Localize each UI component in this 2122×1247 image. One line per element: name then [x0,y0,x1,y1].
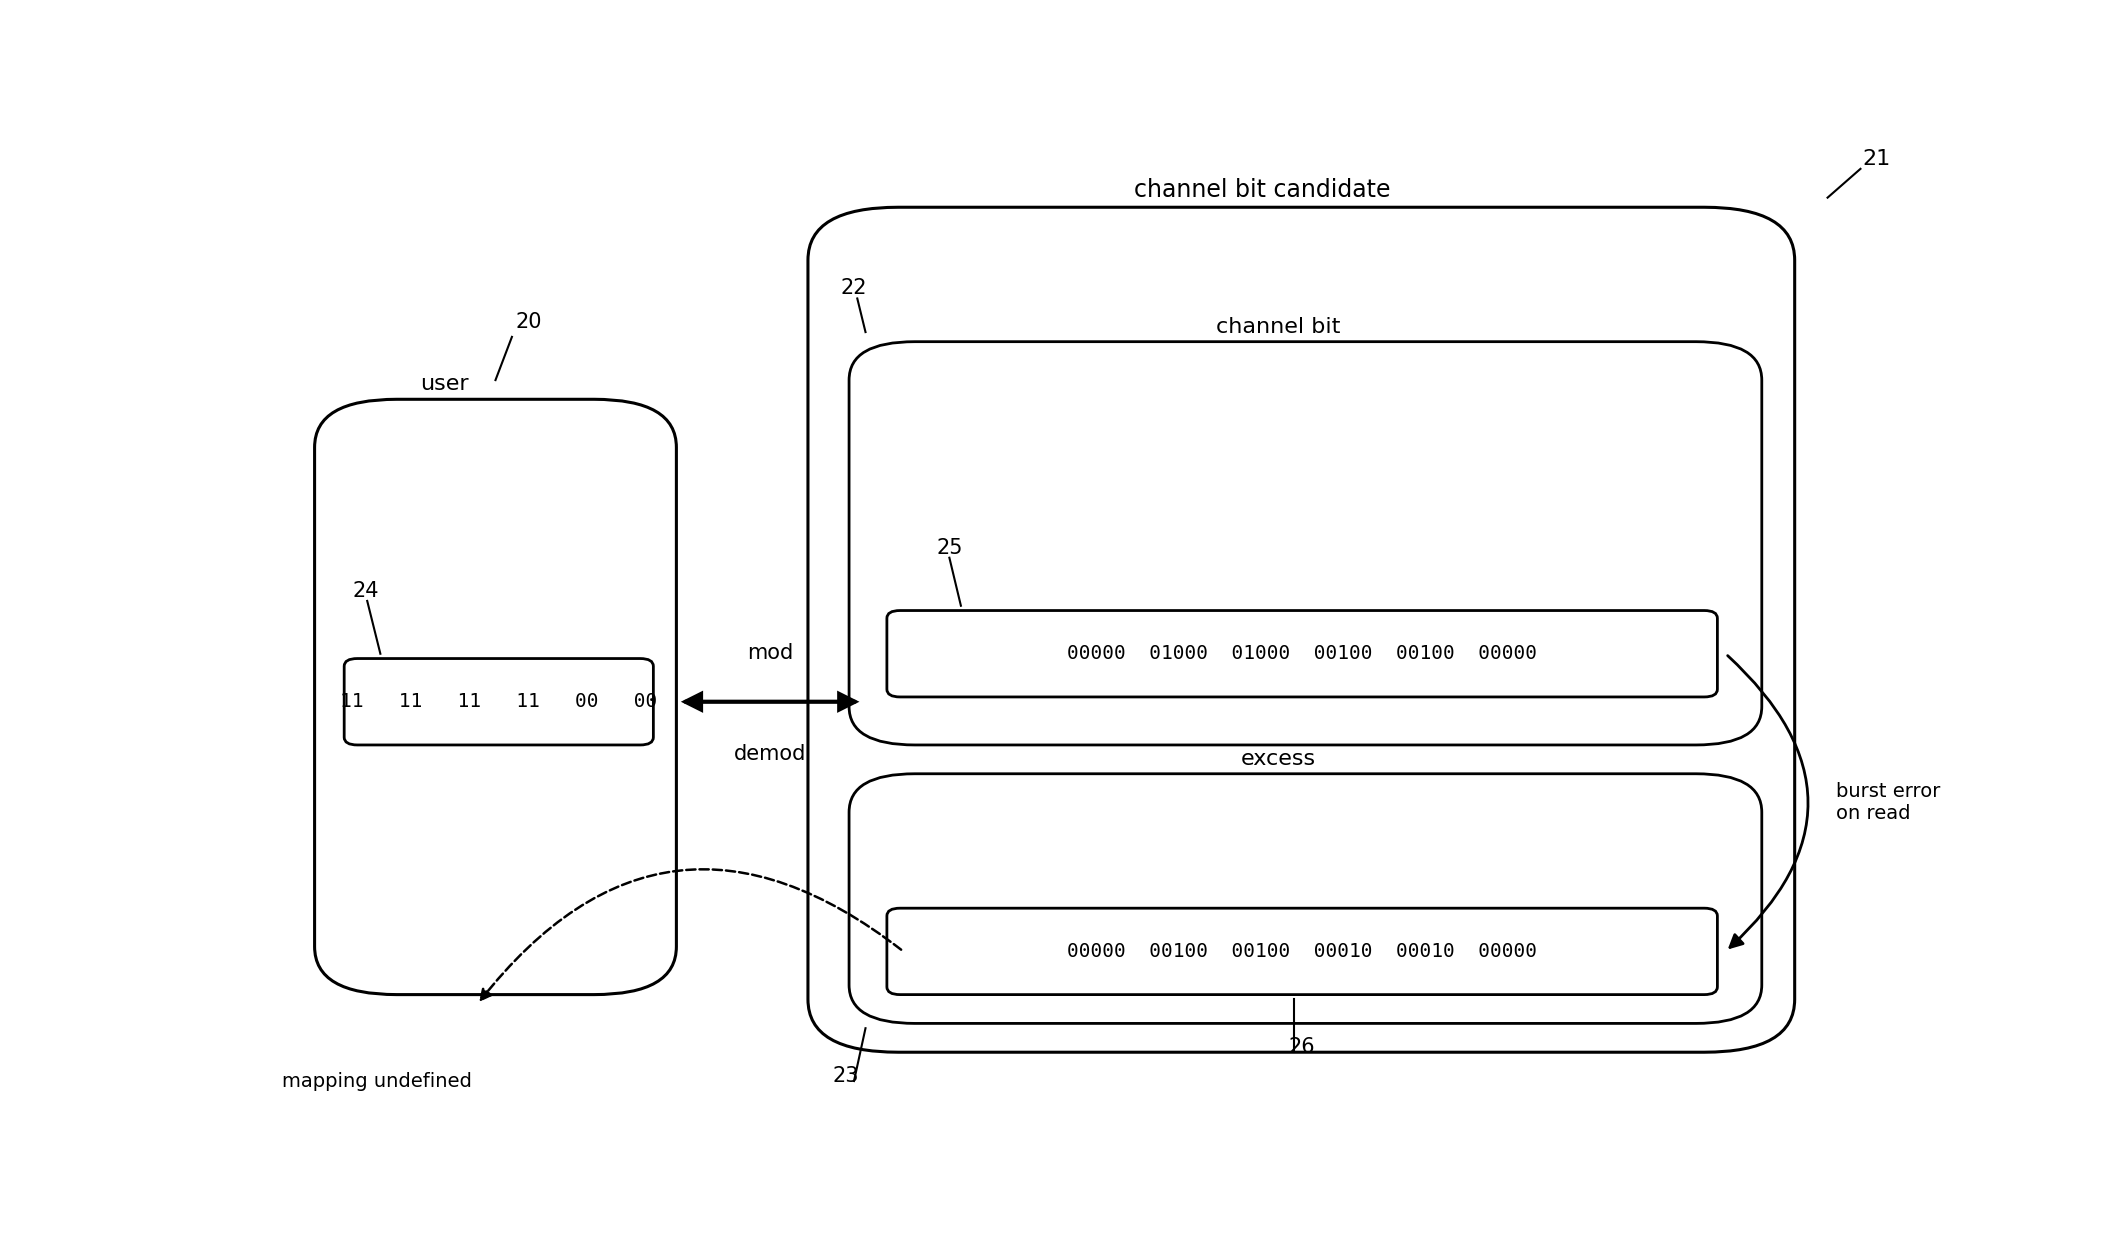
Text: 23: 23 [832,1066,859,1086]
Text: 25: 25 [936,537,963,557]
Text: user: user [420,374,469,394]
Text: 21: 21 [1863,148,1891,168]
Text: channel bit: channel bit [1216,317,1341,337]
Text: demod: demod [734,744,806,764]
Text: channel bit candidate: channel bit candidate [1133,178,1390,202]
Text: mapping undefined: mapping undefined [282,1071,471,1091]
FancyArrowPatch shape [685,695,855,710]
Text: 22: 22 [840,278,868,298]
Text: 20: 20 [516,312,541,332]
Text: 11   11   11   11   00   00: 11 11 11 11 00 00 [340,692,658,711]
FancyBboxPatch shape [849,342,1761,744]
FancyBboxPatch shape [887,908,1717,995]
FancyBboxPatch shape [887,611,1717,697]
Text: excess: excess [1241,749,1316,769]
Text: 00000  00100  00100  00010  00010  00000: 00000 00100 00100 00010 00010 00000 [1067,941,1536,961]
FancyBboxPatch shape [344,658,654,744]
Text: 00000  01000  01000  00100  00100  00000: 00000 01000 01000 00100 00100 00000 [1067,645,1536,663]
Text: 26: 26 [1288,1038,1316,1057]
Text: mod: mod [747,643,794,663]
FancyBboxPatch shape [849,773,1761,1024]
Text: 24: 24 [352,581,380,601]
FancyBboxPatch shape [808,207,1795,1052]
Text: burst error
on read: burst error on read [1836,782,1940,823]
FancyBboxPatch shape [314,399,677,995]
